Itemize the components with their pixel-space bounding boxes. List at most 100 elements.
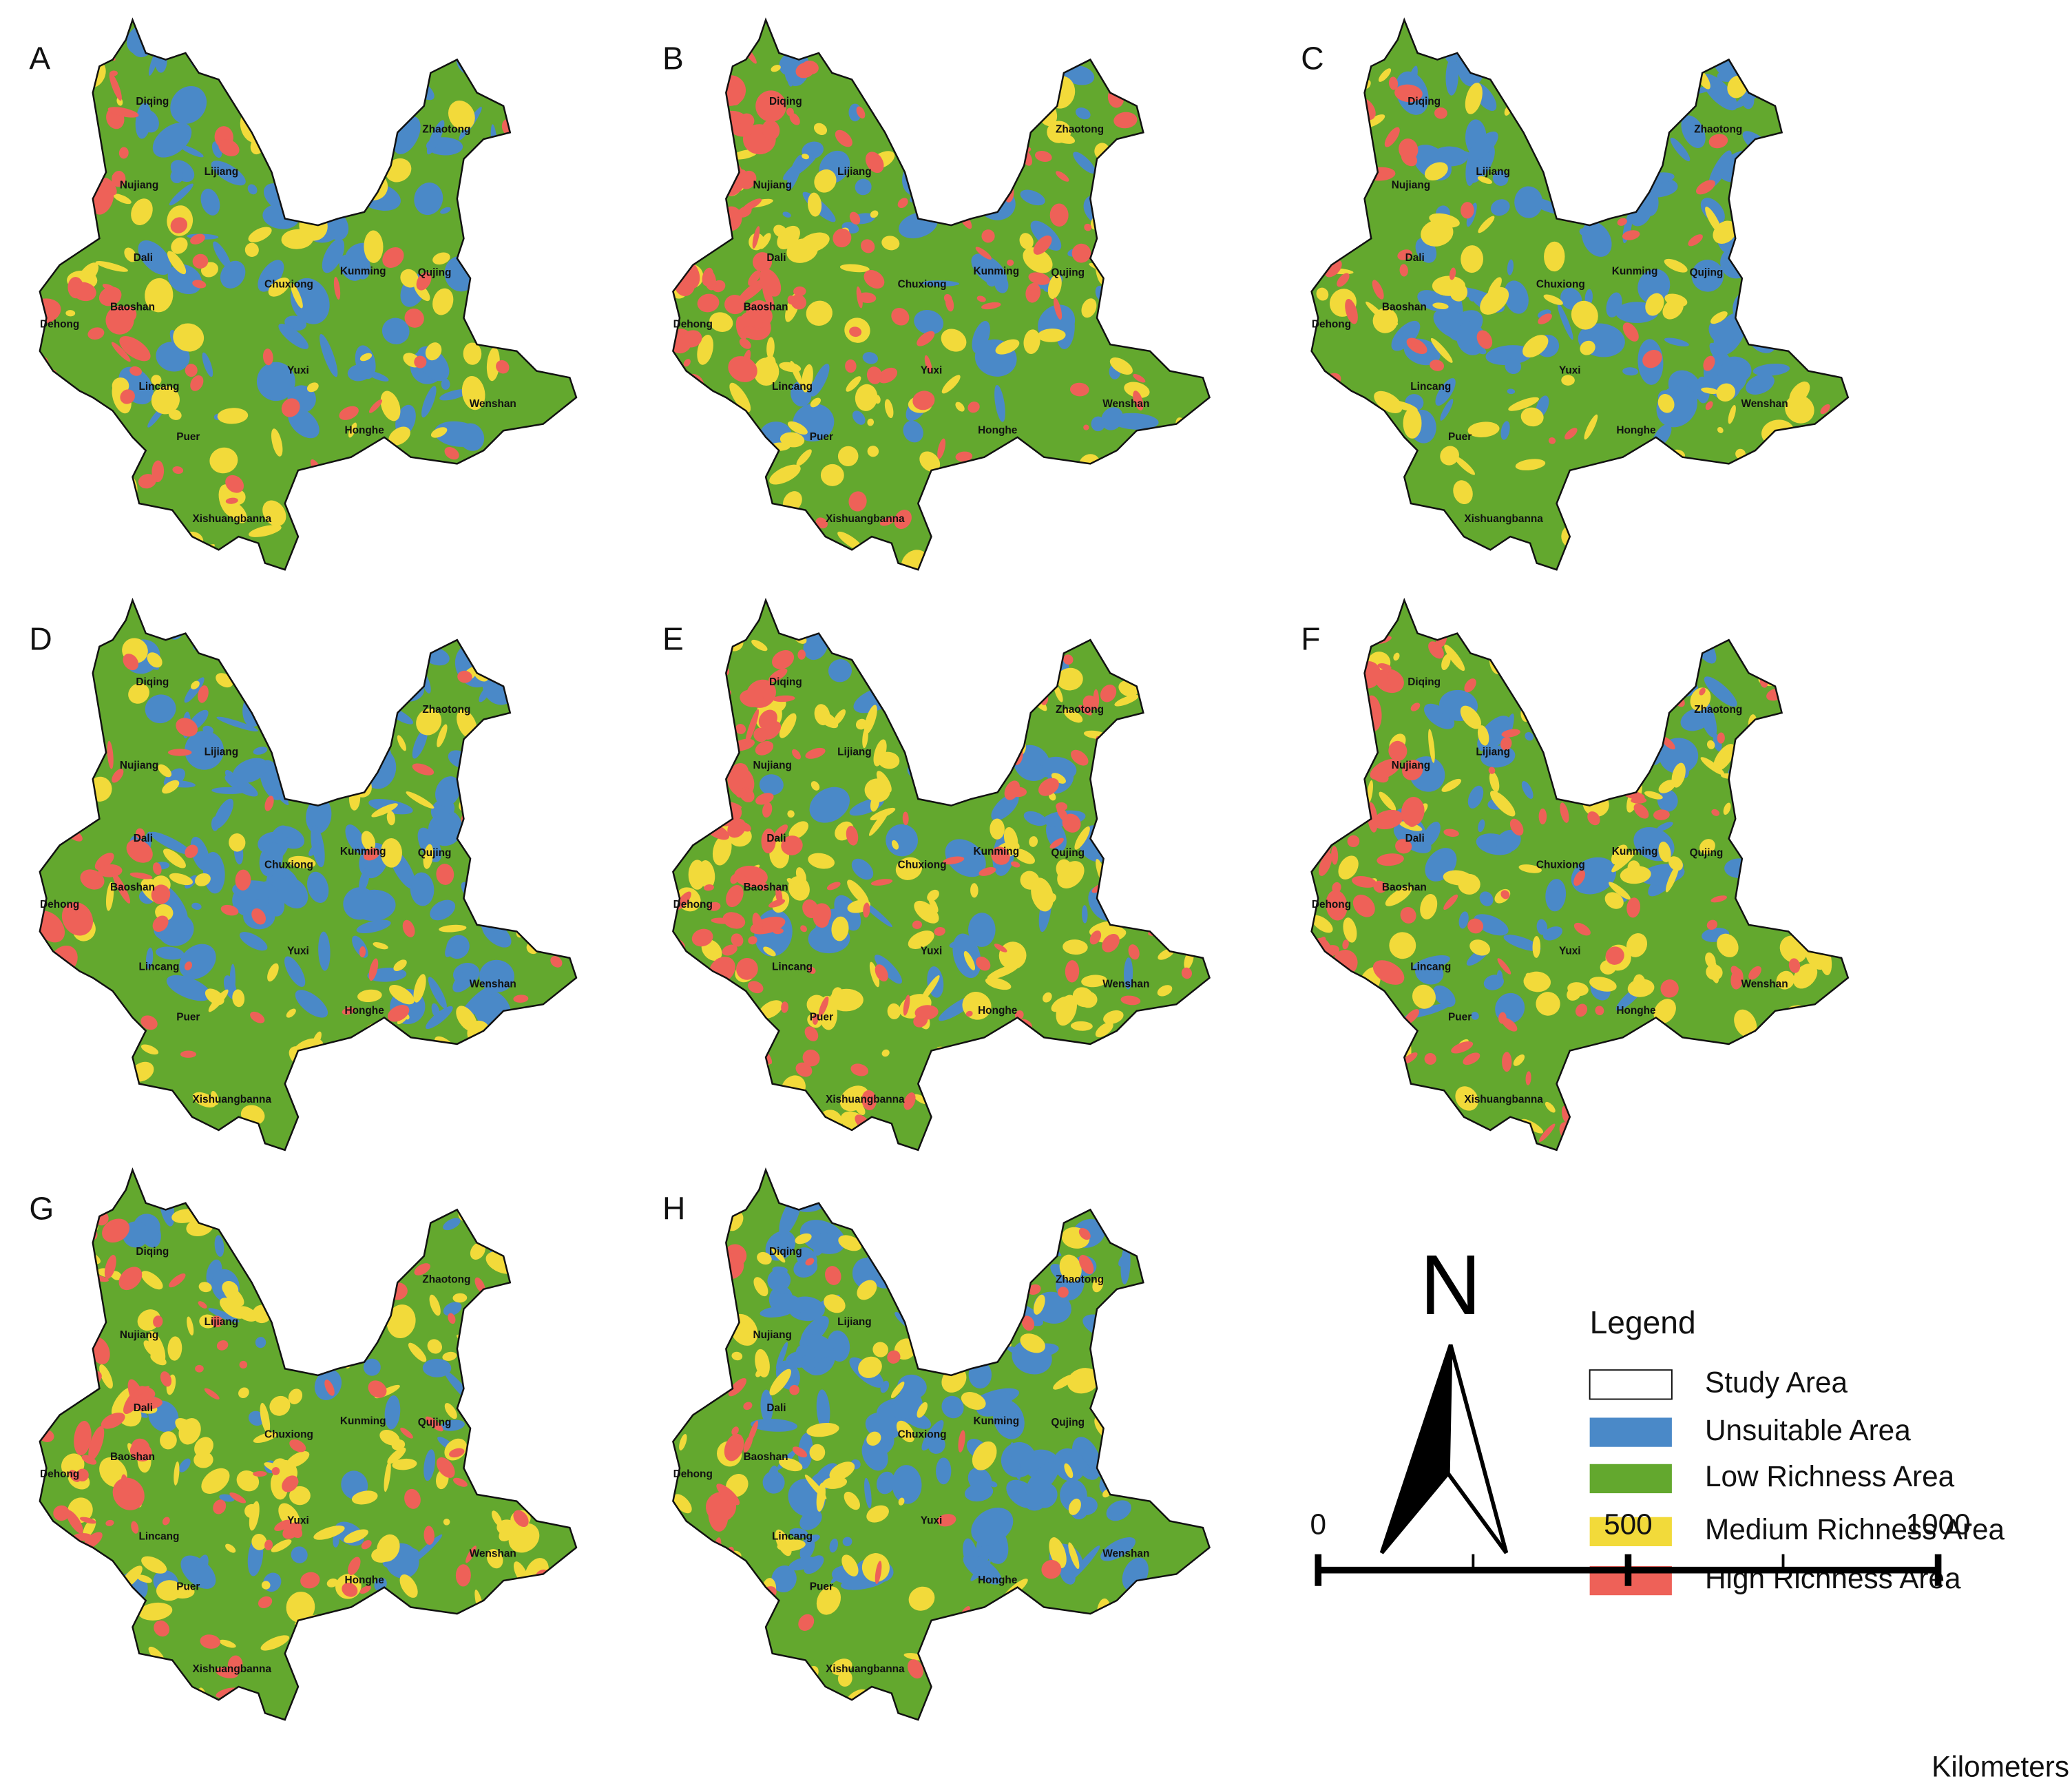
- richness-patch: [781, 1001, 788, 1013]
- richness-patch: [1023, 247, 1053, 273]
- richness-patch: [837, 446, 859, 467]
- richness-patch: [1708, 319, 1735, 345]
- richness-patch: [1700, 198, 1725, 224]
- richness-patch: [1545, 1101, 1556, 1113]
- richness-patch: [187, 1316, 194, 1336]
- richness-patch: [229, 833, 246, 852]
- study-area-outline: [1310, 597, 1850, 1152]
- richness-patch: [95, 261, 128, 272]
- richness-patch: [892, 1391, 923, 1419]
- richness-patch: [1440, 446, 1459, 466]
- richness-patch: [320, 333, 338, 377]
- richness-patch: [767, 1465, 779, 1490]
- richness-patch: [829, 1538, 839, 1553]
- richness-patch: [1645, 293, 1664, 316]
- richness-patch: [219, 1639, 236, 1648]
- richness-patch: [928, 1436, 945, 1454]
- richness-patch: [1671, 762, 1686, 788]
- richness-patch: [1480, 745, 1516, 768]
- richness-patch: [1318, 853, 1332, 876]
- richness-patch: [1626, 897, 1640, 918]
- richness-patch: [1561, 375, 1575, 386]
- richness-patch: [1701, 387, 1719, 394]
- richness-patch: [446, 935, 470, 959]
- richness-patch: [1120, 995, 1141, 1006]
- richness-patch: [967, 1467, 992, 1492]
- richness-patch: [264, 1539, 273, 1550]
- richness-patch: [1424, 1053, 1436, 1065]
- richness-patch: [869, 961, 880, 988]
- city-label: Yuxi: [287, 945, 309, 957]
- city-label: Nujiang: [753, 760, 791, 771]
- richness-patch: [1611, 850, 1636, 873]
- richness-patch: [1430, 360, 1445, 371]
- richness-patch: [306, 797, 332, 834]
- city-label: Wenshan: [1102, 978, 1149, 990]
- richness-patch: [894, 510, 912, 530]
- richness-patch: [129, 366, 143, 376]
- richness-patch: [1443, 829, 1459, 837]
- richness-patch: [814, 1463, 838, 1488]
- richness-patch: [202, 352, 213, 377]
- richness-patch: [807, 192, 822, 217]
- legend-title: Legend: [1590, 1304, 1696, 1340]
- richness-patch: [837, 1670, 852, 1687]
- richness-patch: [912, 920, 923, 929]
- richness-patch: [1476, 330, 1493, 349]
- richness-patch: [1133, 391, 1144, 410]
- richness-patch: [163, 849, 186, 868]
- richness-patch: [772, 695, 795, 703]
- richness-patch: [1467, 785, 1484, 809]
- richness-patch: [152, 915, 169, 933]
- richness-patch: [262, 500, 286, 527]
- city-label: Lijiang: [837, 166, 872, 178]
- richness-patch: [800, 925, 808, 933]
- richness-patch: [195, 873, 211, 886]
- richness-patch: [112, 872, 131, 904]
- richness-patch: [195, 1554, 209, 1579]
- richness-patch: [1469, 939, 1491, 956]
- richness-patch: [898, 1497, 905, 1506]
- richness-patch: [260, 1635, 290, 1651]
- richness-patch: [1402, 760, 1423, 781]
- city-label: Kunming: [340, 1415, 386, 1427]
- richness-patch: [443, 1218, 461, 1231]
- richness-patch: [248, 227, 272, 242]
- richness-patch: [724, 1433, 744, 1461]
- richness-patch: [1049, 203, 1069, 227]
- city-label: Dali: [1405, 833, 1425, 844]
- richness-patch: [162, 1517, 170, 1526]
- richness-patch: [728, 1377, 747, 1397]
- richness-patch: [1477, 176, 1493, 184]
- richness-patch: [804, 1026, 819, 1041]
- richness-patch: [846, 376, 861, 392]
- richness-patch: [103, 178, 117, 196]
- richness-patch: [455, 1564, 471, 1587]
- richness-patch: [735, 724, 746, 734]
- richness-patch: [802, 1355, 819, 1368]
- richness-patch: [1449, 267, 1456, 280]
- richness-patch: [804, 1475, 827, 1499]
- richness-patch: [740, 113, 755, 128]
- scale-unit: Kilometers: [1932, 1750, 2069, 1782]
- city-label: Xishuangbanna: [826, 1663, 905, 1675]
- richness-patch: [1515, 459, 1546, 470]
- richness-patch: [185, 731, 224, 770]
- richness-patch: [971, 1508, 1014, 1545]
- richness-patch: [357, 989, 382, 1003]
- richness-patch: [1444, 644, 1465, 672]
- city-label: Kunming: [340, 846, 386, 857]
- richness-patch: [788, 821, 809, 840]
- richness-patch: [1489, 771, 1500, 793]
- richness-patch: [414, 1263, 430, 1276]
- richness-patch: [113, 194, 132, 205]
- city-label: Yuxi: [1559, 365, 1581, 377]
- richness-patch: [914, 900, 939, 924]
- city-label: Yuxi: [921, 1515, 943, 1527]
- richness-patch: [864, 270, 885, 289]
- richness-patch: [118, 147, 129, 159]
- richness-patch: [976, 956, 991, 971]
- city-label: Wenshan: [470, 398, 516, 410]
- richness-patch: [866, 1431, 881, 1446]
- richness-patch: [333, 276, 341, 300]
